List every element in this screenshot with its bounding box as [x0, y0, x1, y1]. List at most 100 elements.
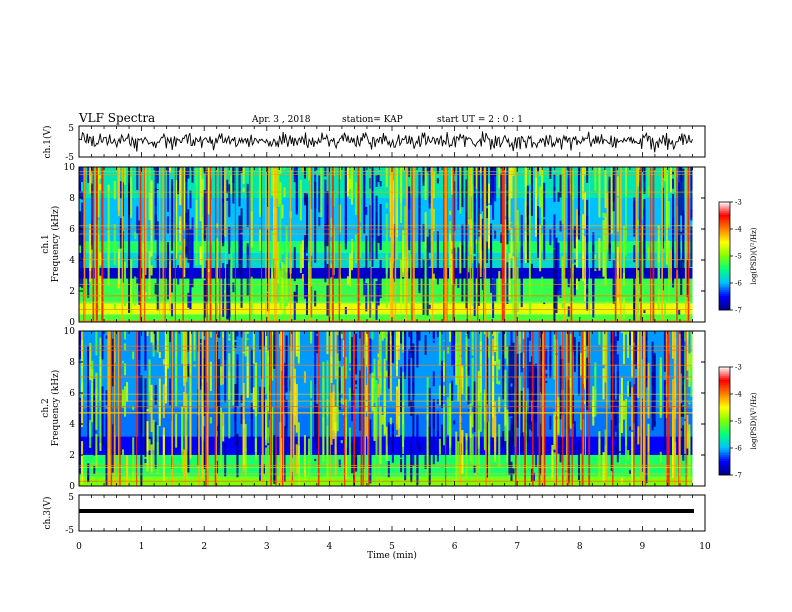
spectrogram-event — [413, 167, 415, 322]
spectrogram-event — [581, 331, 584, 486]
spectrogram-cell — [471, 433, 474, 465]
spectrogram-cell — [459, 247, 462, 249]
ch3-ytick-top: 5 — [68, 493, 74, 503]
spectrogram-cell — [467, 409, 470, 411]
spectrogram-cell — [232, 331, 235, 367]
spectrogram-cell — [404, 331, 407, 372]
spectrogram-event — [391, 167, 394, 322]
spectrogram-cell — [541, 233, 544, 250]
spectrogram-cell — [477, 390, 480, 449]
spectrogram-cell — [285, 335, 288, 392]
spectrogram-cell — [303, 235, 306, 253]
spectrogram-line — [79, 345, 693, 347]
spectrogram-cell — [344, 197, 347, 244]
spectrogram-cell — [604, 338, 607, 361]
spectrogram-event — [159, 167, 161, 322]
spectrogram-cell — [451, 380, 454, 402]
spectrogram-cell — [355, 437, 358, 472]
spectrogram-cell — [81, 234, 84, 289]
spectrogram-cell — [559, 358, 562, 420]
spectrogram-event — [364, 331, 366, 486]
colorbar-swatch — [719, 424, 730, 427]
colorbar-tick-label: -6 — [735, 445, 742, 453]
spectrogram-cell — [81, 382, 84, 428]
spectrogram-event — [515, 331, 517, 486]
spectrogram-event — [338, 167, 340, 322]
spectrogram-cell — [502, 331, 505, 351]
spectrogram-cell — [154, 345, 157, 351]
spectrogram-cell — [622, 401, 625, 420]
spectrogram-cell — [510, 341, 513, 384]
colorbar-swatch — [719, 250, 730, 253]
spectrogram-cell — [385, 214, 388, 274]
spectrogram-cell — [432, 273, 435, 281]
spectrogram-cell — [238, 167, 241, 207]
spectrogram-cell — [305, 288, 309, 305]
spectrogram-cell — [400, 435, 403, 458]
spectrogram-cell — [682, 363, 685, 400]
spectrogram-cell — [653, 354, 656, 379]
spectrogram-cell — [543, 302, 546, 305]
spectrogram-cell — [271, 331, 274, 336]
spectrogram-cell — [207, 167, 210, 215]
spectrogram-cell — [340, 440, 343, 444]
spectrogram-cell — [418, 331, 421, 341]
spectrogram-event — [518, 331, 520, 486]
spectrogram-cell — [395, 189, 398, 238]
spectrogram-cell — [314, 393, 317, 437]
spectrogram-cell — [346, 276, 349, 286]
spectrogram-cell — [526, 232, 529, 263]
spectrogram-line — [79, 191, 693, 193]
spectrogram-cell — [432, 171, 435, 199]
spectrogram-line — [79, 473, 693, 475]
spectrogram-cell — [663, 331, 666, 372]
colorbar-swatch — [719, 458, 730, 461]
spectrogram-cell — [559, 438, 562, 463]
x-tick-label: 9 — [640, 542, 646, 552]
spectrogram-cell — [324, 223, 327, 247]
spectrogram-cell — [154, 397, 157, 401]
spectrogram-cell — [471, 167, 474, 184]
spectrogram-cell — [512, 284, 515, 322]
spectrogram-cell — [465, 433, 468, 441]
spectrogram-cell — [128, 167, 131, 215]
spectrogram-cell — [428, 304, 431, 309]
spectrogram-event — [92, 167, 95, 322]
spectrogram-cell — [342, 340, 345, 358]
spectrogram-cell — [436, 411, 439, 462]
spectrogram-cell — [424, 212, 427, 261]
spectrogram-cell — [140, 375, 143, 435]
colorbar-swatch — [719, 401, 730, 404]
spectrogram-cell — [279, 167, 282, 174]
spectrogram-cell — [532, 364, 536, 421]
spectrogram-line — [79, 412, 693, 414]
spectrogram-line — [79, 400, 693, 402]
spectrogram-cell — [326, 264, 329, 269]
spectrogram-cell — [532, 395, 536, 452]
spectrogram-cell — [126, 455, 129, 486]
spectrogram-event — [94, 167, 97, 322]
spectrogram-cell — [438, 331, 441, 366]
spectrogram-event — [667, 331, 670, 486]
spectrogram-cell — [89, 345, 92, 381]
spectrogram-line — [79, 283, 693, 285]
spectrogram-event — [687, 167, 690, 322]
spectrogram-cell — [140, 409, 143, 467]
spectrogram-cell — [610, 167, 613, 206]
spectrogram-cell — [121, 360, 124, 364]
spectrogram-event — [562, 331, 564, 486]
spectrogram-cell — [678, 182, 681, 226]
colorbar-swatch — [719, 388, 730, 391]
spectrogram-cell — [545, 348, 548, 370]
spectrogram-cell — [334, 447, 337, 476]
spectrogram-cell — [612, 260, 615, 296]
spectrogram-cell — [672, 178, 675, 189]
spectrogram-cell — [123, 261, 127, 280]
spectrogram-event — [198, 331, 200, 486]
spectrogram-cell — [355, 380, 358, 385]
spectrogram-cell — [667, 240, 670, 254]
spectrogram-cell — [408, 191, 411, 251]
spectrogram-cell — [121, 389, 124, 408]
spectrogram-cell — [355, 387, 358, 389]
spectrogram-cell — [99, 356, 102, 401]
